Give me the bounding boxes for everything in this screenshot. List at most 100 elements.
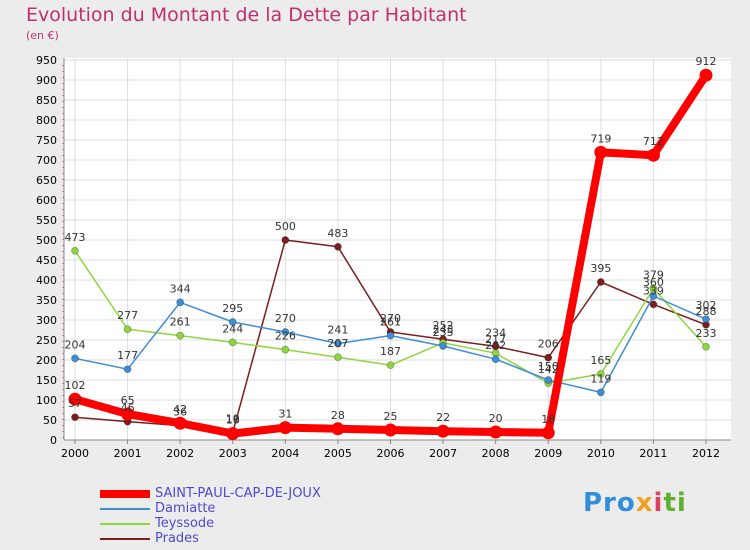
data-label-saint-paul-cap-de-joux: 912 bbox=[696, 55, 717, 68]
data-label-damiatte: 177 bbox=[117, 349, 138, 362]
data-label-saint-paul-cap-de-joux: 719 bbox=[590, 132, 611, 145]
data-point-teyssode bbox=[71, 246, 79, 255]
data-label-teyssode: 244 bbox=[222, 322, 243, 335]
data-label-prades: 288 bbox=[696, 305, 717, 318]
data-label-prades: 339 bbox=[643, 284, 664, 297]
x-tick-label: 2010 bbox=[587, 447, 615, 460]
data-label-saint-paul-cap-de-joux: 31 bbox=[278, 408, 292, 421]
x-tick-label: 2000 bbox=[61, 447, 89, 460]
y-tick-label: 550 bbox=[36, 214, 57, 227]
data-label-damiatte: 119 bbox=[590, 372, 611, 385]
data-label-saint-paul-cap-de-joux: 22 bbox=[436, 411, 450, 424]
data-point-teyssode bbox=[649, 284, 658, 293]
data-point-damiatte bbox=[123, 365, 132, 374]
axes: 0 50 100 150 200 250 300 350 400 450 500 550 600 650 7… bbox=[36, 54, 731, 460]
data-label-saint-paul-cap-de-joux: 16 bbox=[226, 414, 240, 427]
data-point-damiatte bbox=[386, 331, 395, 340]
data-label-prades: 500 bbox=[275, 220, 296, 233]
data-point-saint-paul-cap-de-joux bbox=[646, 148, 660, 162]
data-point-teyssode bbox=[386, 361, 395, 370]
y-tick-label: 700 bbox=[36, 154, 57, 167]
y-tick-label: 750 bbox=[36, 134, 57, 147]
plot-area bbox=[64, 58, 731, 440]
data-point-damiatte bbox=[228, 318, 237, 326]
data-point-saint-paul-cap-de-joux bbox=[436, 424, 450, 438]
data-label-teyssode: 142 bbox=[538, 363, 559, 376]
data-point-saint-paul-cap-de-joux bbox=[173, 416, 187, 430]
y-tick-label: 500 bbox=[36, 234, 57, 247]
data-point-damiatte bbox=[649, 292, 658, 300]
data-label-damiatte: 202 bbox=[485, 339, 506, 352]
data-label-damiatte: 360 bbox=[643, 276, 664, 289]
y-tick-label: 850 bbox=[36, 94, 57, 107]
legend-swatch bbox=[100, 489, 150, 498]
data-point-prades bbox=[649, 300, 658, 309]
data-point-saint-paul-cap-de-joux bbox=[699, 68, 713, 82]
data-label-prades: 36 bbox=[173, 406, 187, 419]
data-label-saint-paul-cap-de-joux: 28 bbox=[331, 409, 345, 422]
legend-label: Teyssode bbox=[155, 516, 215, 531]
y-tick-label: 650 bbox=[36, 174, 57, 187]
y-tick-label: 150 bbox=[36, 374, 57, 387]
x-tick-label: 2004 bbox=[271, 447, 299, 460]
data-label-prades: 234 bbox=[485, 326, 506, 339]
data-label-teyssode: 226 bbox=[275, 330, 296, 343]
data-point-teyssode bbox=[334, 353, 342, 362]
data-point-damiatte bbox=[71, 354, 79, 363]
data-label-saint-paul-cap-de-joux: 42 bbox=[173, 403, 187, 416]
data-labels: 57 46 36 19 500 483 270 252 234 206 395 339 288 473 27… bbox=[65, 55, 717, 426]
data-label-saint-paul-cap-de-joux: 20 bbox=[489, 412, 503, 425]
data-point-saint-paul-cap-de-joux bbox=[226, 427, 240, 441]
y-tick-label: 350 bbox=[36, 294, 57, 307]
data-point-prades bbox=[71, 413, 79, 422]
grid bbox=[64, 58, 731, 441]
data-label-teyssode: 207 bbox=[327, 337, 348, 350]
y-tick-label: 900 bbox=[36, 74, 57, 87]
data-label-prades: 57 bbox=[68, 397, 82, 410]
y-tick-label: 100 bbox=[36, 394, 57, 407]
data-point-damiatte bbox=[334, 339, 342, 348]
data-point-teyssode bbox=[123, 325, 132, 334]
data-point-teyssode bbox=[281, 345, 290, 354]
data-point-prades bbox=[334, 242, 342, 251]
x-tick-label: 2006 bbox=[377, 447, 405, 460]
x-tick-label: 2007 bbox=[429, 447, 457, 460]
data-label-teyssode: 187 bbox=[380, 345, 401, 358]
legend-item-prades: Prades bbox=[100, 531, 321, 546]
data-point-damiatte bbox=[176, 298, 185, 307]
x-tick-label: 2001 bbox=[114, 447, 142, 460]
legend-swatch bbox=[100, 537, 150, 540]
data-label-damiatte: 235 bbox=[433, 326, 454, 339]
data-point-teyssode bbox=[596, 370, 605, 378]
data-point-damiatte bbox=[281, 328, 290, 336]
x-tick-label: 2005 bbox=[324, 447, 352, 460]
data-point-saint-paul-cap-de-joux bbox=[541, 426, 555, 440]
y-tick-label: 0 bbox=[50, 434, 57, 447]
data-point-prades bbox=[544, 353, 553, 362]
y-tick-label: 50 bbox=[43, 414, 57, 427]
data-label-prades: 252 bbox=[433, 319, 454, 332]
data-point-saint-paul-cap-de-joux bbox=[489, 425, 503, 439]
data-point-teyssode bbox=[702, 342, 710, 351]
x-tick-label: 2003 bbox=[219, 447, 247, 460]
data-label-prades: 270 bbox=[380, 312, 401, 325]
data-label-damiatte: 150 bbox=[538, 360, 559, 373]
data-label-teyssode: 473 bbox=[65, 231, 86, 244]
legend-item-teyssode: Teyssode bbox=[100, 516, 321, 531]
data-label-teyssode: 379 bbox=[643, 268, 664, 281]
data-label-prades: 206 bbox=[538, 338, 559, 351]
data-label-teyssode: 165 bbox=[590, 354, 611, 367]
legend-swatch bbox=[100, 522, 150, 525]
x-tick-label: 2012 bbox=[692, 447, 720, 460]
data-label-teyssode: 217 bbox=[485, 333, 506, 346]
data-point-saint-paul-cap-de-joux bbox=[594, 145, 608, 159]
legend-item-saint-paul: SAINT-PAUL-CAP-DE-JOUX bbox=[100, 486, 321, 501]
data-label-damiatte: 344 bbox=[170, 282, 191, 295]
x-tick-label: 2002 bbox=[166, 447, 194, 460]
data-label-prades: 395 bbox=[590, 262, 611, 275]
data-point-damiatte bbox=[596, 388, 605, 397]
chart-title: Evolution du Montant de la Dette par Hab… bbox=[26, 4, 467, 26]
legend-swatch bbox=[100, 507, 150, 510]
data-point-damiatte bbox=[439, 342, 447, 350]
